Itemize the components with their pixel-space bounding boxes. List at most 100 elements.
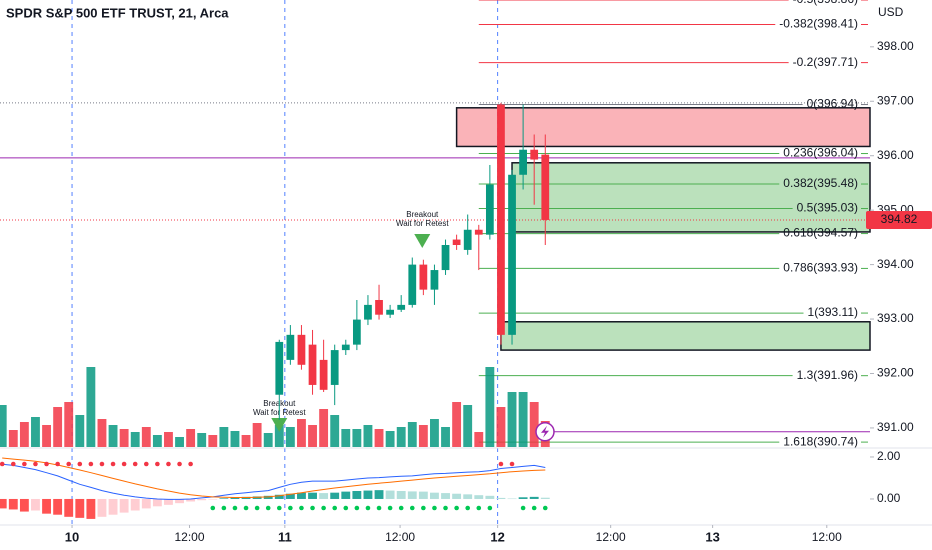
signal-dot [166,461,171,467]
signal-dot [343,505,349,511]
macd-histogram-bar [108,498,118,515]
volume-bar [507,392,517,447]
candle-body [541,154,550,220]
annotation-text: Wait for Retest [396,219,449,228]
signal-dot [143,461,149,467]
signal-dot [542,505,548,511]
signal-dot [487,505,493,511]
signal-dot [10,461,16,467]
macd-histogram-bar [208,498,218,500]
signal-dot [99,461,105,467]
candle-body [441,245,450,271]
macd-histogram-bar [19,498,29,512]
fib-label: -0.2(397.71) [793,55,858,69]
signal-dot [398,505,404,511]
macd-histogram-bar [197,498,207,501]
macd-histogram-bar [330,492,340,499]
volume-bar [230,431,240,447]
fib-label: 0.5(395.03) [797,201,858,215]
macd-y-tick-label: 0.00 [877,491,901,505]
macd-histogram-bar [319,493,329,499]
x-tick-label: 11 [278,529,292,544]
candle-body [308,344,317,385]
volume-bar [396,427,406,447]
volume-bar [42,425,51,447]
volume-bar [186,429,196,447]
volume-bar [441,427,450,447]
x-tick-label: 12 [490,529,504,544]
signal-dot [465,505,470,511]
signal-dot [177,461,182,467]
candle-body [530,149,539,160]
signal-dot [265,505,271,511]
volume-bar [496,407,506,447]
macd-histogram-bar [42,498,51,514]
macd-histogram-bar [297,492,306,499]
fib-label: 0.382(395.48) [783,176,858,190]
signal-dot [0,461,5,467]
volume-bar [330,415,340,447]
volume-bar [474,432,484,447]
macd-histogram-bar [374,490,384,499]
chart-title: SPDR S&P 500 ETF TRUST, 21, Arca [6,5,229,20]
macd-histogram-bar [463,494,473,499]
signal-dot [432,505,437,511]
annotation-text: Breakout [406,210,439,219]
candle-body [508,174,516,335]
signal-dot [254,505,260,511]
volume-bar [241,435,251,447]
last-price-label: 394.82 [881,212,918,226]
fib-label: 1.618(390.74) [783,434,858,448]
x-tick-label: 10 [65,529,79,544]
candle-body [430,270,439,290]
candle-body [275,341,284,395]
macd-histogram-bar [485,495,495,499]
fib-label: 0(396.94) [807,97,858,111]
volume-bar [197,433,207,447]
macd-histogram-bar [152,498,162,507]
x-tick-label: 12:00 [175,530,205,544]
signal-dot [210,505,216,511]
volume-bar [164,432,173,447]
candle-body [341,344,350,351]
signal-dot [376,505,382,511]
signal-dot [33,461,38,467]
volume-bar [418,425,428,447]
volume-bar [274,425,284,447]
signal-dot [421,505,426,511]
signal-dot [22,461,27,467]
macd-histogram-bar [352,490,362,499]
candle-body [352,319,361,345]
macd-histogram-bar [164,498,173,505]
candle-body [474,229,483,235]
y-tick-label: 391.00 [877,420,914,434]
macd-histogram-bar [53,498,63,515]
volume-bar [452,402,462,447]
volume-bar [141,427,151,447]
candle-body [319,359,328,390]
macd-histogram-bar [430,492,439,499]
signal-dot [520,505,526,511]
volume-bar [529,402,539,447]
volume-bar [64,402,74,447]
macd-histogram-bar [0,498,7,509]
zone [511,162,871,233]
volume-bar [385,431,395,447]
volume-bar [352,429,362,447]
signal-dot [476,505,482,511]
macd-histogram-bar [474,495,484,499]
x-tick-label: 12:00 [812,530,842,544]
macd-histogram-bar [285,493,295,499]
fib-label: 1(393.11) [808,305,858,319]
zone [455,107,871,148]
volume-bar [130,432,140,447]
signal-dot [44,461,49,467]
macd-histogram-bar [31,498,40,511]
candle-body [485,184,494,235]
volume-bar [108,425,118,447]
macd-histogram-bar [274,494,284,499]
currency-label: USD [878,5,904,19]
signal-dot [288,505,293,511]
